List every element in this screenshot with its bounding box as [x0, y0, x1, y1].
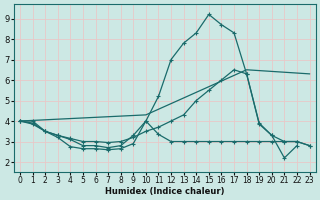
- X-axis label: Humidex (Indice chaleur): Humidex (Indice chaleur): [105, 187, 225, 196]
